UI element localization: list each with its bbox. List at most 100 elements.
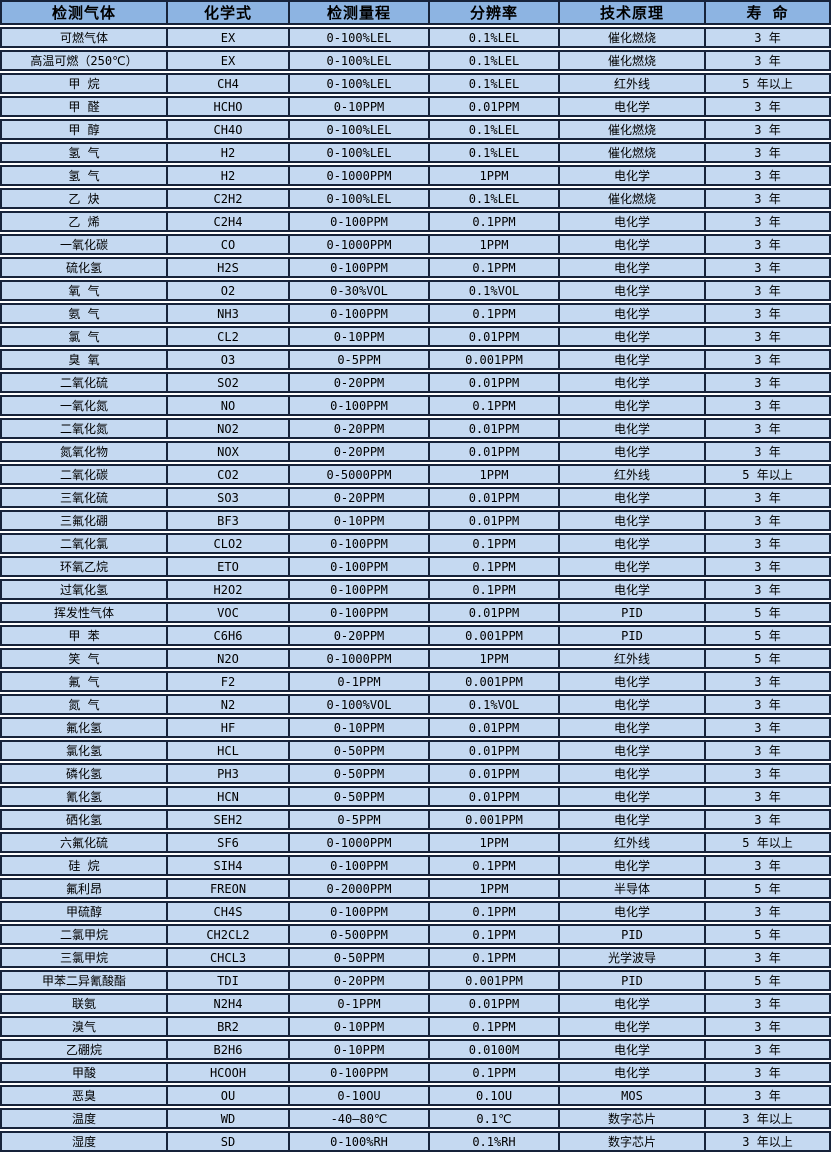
cell-resolution: 0.01PPM (430, 740, 560, 761)
cell-gas-name: 磷化氢 (0, 763, 168, 784)
cell-principle: 电化学 (560, 717, 706, 738)
table-row: 氰化氢 HCN 0-50PPM 0.01PPM 电化学 3 年 (0, 786, 831, 807)
cell-gas-name: 氨 气 (0, 303, 168, 324)
cell-formula: NO (168, 395, 290, 416)
cell-range: 0-100PPM (290, 1062, 430, 1083)
cell-principle: 电化学 (560, 855, 706, 876)
cell-range: 0-5000PPM (290, 464, 430, 485)
cell-formula: FREON (168, 878, 290, 899)
column-header-formula: 化学式 (168, 0, 290, 25)
cell-principle: 电化学 (560, 786, 706, 807)
cell-resolution: 0.1PPM (430, 395, 560, 416)
cell-gas-name: 氮氧化物 (0, 441, 168, 462)
table-row: 氟 气 F2 0-1PPM 0.001PPM 电化学 3 年 (0, 671, 831, 692)
cell-principle: 光学波导 (560, 947, 706, 968)
cell-lifespan: 3 年 (706, 326, 831, 347)
cell-gas-name: 硅 烷 (0, 855, 168, 876)
cell-range: 0-100%LEL (290, 73, 430, 94)
cell-resolution: 0.001PPM (430, 671, 560, 692)
cell-formula: CO (168, 234, 290, 255)
table-row: 三氯甲烷 CHCL3 0-50PPM 0.1PPM 光学波导 3 年 (0, 947, 831, 968)
cell-lifespan: 5 年 (706, 924, 831, 945)
cell-formula: C2H2 (168, 188, 290, 209)
cell-gas-name: 乙 烯 (0, 211, 168, 232)
cell-range: 0-2000PPM (290, 878, 430, 899)
cell-resolution: 0.1%LEL (430, 188, 560, 209)
cell-principle: 电化学 (560, 280, 706, 301)
cell-range: 0-1000PPM (290, 832, 430, 853)
cell-range: 0-100PPM (290, 395, 430, 416)
table-row: 磷化氢 PH3 0-50PPM 0.01PPM 电化学 3 年 (0, 763, 831, 784)
cell-principle: 催化燃烧 (560, 27, 706, 48)
cell-gas-name: 二氯甲烷 (0, 924, 168, 945)
cell-range: 0-10PPM (290, 510, 430, 531)
cell-principle: 催化燃烧 (560, 50, 706, 71)
cell-principle: MOS (560, 1085, 706, 1106)
cell-principle: 电化学 (560, 901, 706, 922)
cell-principle: 电化学 (560, 556, 706, 577)
cell-formula: HCL (168, 740, 290, 761)
cell-resolution: 1PPM (430, 832, 560, 853)
cell-formula: H2O2 (168, 579, 290, 600)
cell-range: 0-1000PPM (290, 648, 430, 669)
cell-lifespan: 3 年 (706, 165, 831, 186)
cell-gas-name: 二氧化硫 (0, 372, 168, 393)
cell-principle: 数字芯片 (560, 1131, 706, 1152)
cell-formula: CH2CL2 (168, 924, 290, 945)
cell-gas-name: 硫化氢 (0, 257, 168, 278)
cell-resolution: 0.1%LEL (430, 50, 560, 71)
cell-gas-name: 甲 醛 (0, 96, 168, 117)
table-row: 氢 气 H2 0-1000PPM 1PPM 电化学 3 年 (0, 165, 831, 186)
cell-formula: ETO (168, 556, 290, 577)
cell-resolution: 0.1PPM (430, 257, 560, 278)
cell-lifespan: 3 年 (706, 694, 831, 715)
cell-formula: CH4 (168, 73, 290, 94)
cell-gas-name: 甲 苯 (0, 625, 168, 646)
table-row: 氨 气 NH3 0-100PPM 0.1PPM 电化学 3 年 (0, 303, 831, 324)
cell-principle: PID (560, 602, 706, 623)
cell-principle: 电化学 (560, 809, 706, 830)
cell-range: 0-100PPM (290, 303, 430, 324)
cell-range: 0-50PPM (290, 763, 430, 784)
cell-resolution: 0.001PPM (430, 349, 560, 370)
cell-resolution: 0.01PPM (430, 763, 560, 784)
cell-resolution: 0.01PPM (430, 510, 560, 531)
cell-principle: 电化学 (560, 993, 706, 1014)
cell-gas-name: 氢 气 (0, 142, 168, 163)
cell-principle: 电化学 (560, 257, 706, 278)
cell-range: 0-100%RH (290, 1131, 430, 1152)
table-row: 乙 烯 C2H4 0-100PPM 0.1PPM 电化学 3 年 (0, 211, 831, 232)
cell-gas-name: 可燃气体 (0, 27, 168, 48)
cell-principle: 电化学 (560, 740, 706, 761)
cell-lifespan: 3 年 (706, 786, 831, 807)
cell-gas-name: 甲 烷 (0, 73, 168, 94)
cell-lifespan: 3 年 (706, 211, 831, 232)
cell-resolution: 0.1%VOL (430, 280, 560, 301)
cell-formula: EX (168, 27, 290, 48)
cell-principle: 电化学 (560, 510, 706, 531)
cell-resolution: 0.1%LEL (430, 27, 560, 48)
cell-principle: 电化学 (560, 234, 706, 255)
cell-gas-name: 三氟化硼 (0, 510, 168, 531)
cell-lifespan: 3 年 (706, 119, 831, 140)
cell-gas-name: 二氧化氮 (0, 418, 168, 439)
cell-lifespan: 3 年 (706, 510, 831, 531)
cell-gas-name: 六氟化硫 (0, 832, 168, 853)
cell-range: 0-100PPM (290, 579, 430, 600)
cell-resolution: 0.01PPM (430, 993, 560, 1014)
table-row: 甲酸 HCOOH 0-100PPM 0.1PPM 电化学 3 年 (0, 1062, 831, 1083)
cell-lifespan: 3 年 (706, 1085, 831, 1106)
cell-formula: OU (168, 1085, 290, 1106)
table-row: 氮 气 N2 0-100%VOL 0.1%VOL 电化学 3 年 (0, 694, 831, 715)
cell-principle: 电化学 (560, 326, 706, 347)
cell-range: 0-100%LEL (290, 50, 430, 71)
cell-lifespan: 3 年 (706, 234, 831, 255)
cell-gas-name: 氯化氢 (0, 740, 168, 761)
table-row: 乙硼烷 B2H6 0-10PPM 0.0100M 电化学 3 年 (0, 1039, 831, 1060)
cell-principle: 电化学 (560, 96, 706, 117)
table-row: 氯 气 CL2 0-10PPM 0.01PPM 电化学 3 年 (0, 326, 831, 347)
cell-range: 0-50PPM (290, 740, 430, 761)
table-row: 氯化氢 HCL 0-50PPM 0.01PPM 电化学 3 年 (0, 740, 831, 761)
cell-lifespan: 5 年 (706, 602, 831, 623)
cell-resolution: 0.1PPM (430, 579, 560, 600)
